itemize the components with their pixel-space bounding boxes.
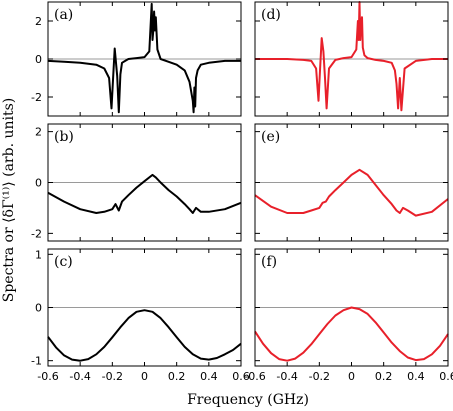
x-tick-label-c: 0 [141, 370, 148, 383]
x-tick-label-f: 0.4 [407, 370, 425, 383]
series-line-c-0 [47, 309, 242, 362]
y-tick-label-c: 1 [35, 248, 42, 261]
y-tick-label-b: 2 [35, 126, 42, 139]
series-line-d-0 [255, 1, 448, 112]
x-tick-label-c: 0.6 [232, 370, 250, 383]
x-tick-label-c: -0.6 [37, 370, 58, 383]
panel-label-c: (c) [54, 254, 73, 270]
y-tick-label-a: 2 [35, 15, 42, 28]
x-tick-label-f: 0 [348, 370, 355, 383]
series-line-e-0 [254, 168, 449, 217]
panel-label-e: (e) [261, 129, 280, 145]
y-axis-title: Spectra or ⟨δΓ⁽¹⁾⟩ (arb. units) [1, 98, 17, 303]
panel-label-b: (b) [54, 129, 74, 145]
series-line-a-0 [47, 2, 241, 114]
x-tick-label-f: 0.2 [375, 370, 393, 383]
y-tick-label-c: -1 [31, 355, 42, 368]
x-tick-label-c: 0.2 [168, 370, 186, 383]
x-tick-label-f: -0.6 [244, 370, 265, 383]
panel-label-f: (f) [261, 254, 277, 270]
y-tick-label-b: -2 [31, 227, 42, 240]
y-tick-label-b: 0 [35, 177, 42, 190]
x-tick-label-c: 0.4 [200, 370, 218, 383]
x-tick-label-c: -0.4 [69, 370, 90, 383]
y-tick-label-a: 0 [35, 53, 42, 66]
x-tick-label-c: -0.2 [102, 370, 123, 383]
series-line-b-0 [47, 173, 242, 214]
panels: 2 0 -2 (a) 2 0 -2 (b) 1 0 -1 -0.6 -0.4 -0.2 0 0.2 0.4 0.6… [31, 1, 453, 383]
y-tick-label-a: -2 [31, 91, 42, 104]
x-tick-label-f: -0.4 [276, 370, 297, 383]
series-line-f-0 [254, 306, 449, 362]
x-axis-title: Frequency (GHz) [187, 392, 309, 408]
y-tick-label-c: 0 [35, 302, 42, 315]
x-tick-label-f: -0.2 [309, 370, 330, 383]
panel-label-a: (a) [54, 7, 73, 23]
panel-label-d: (d) [261, 7, 281, 23]
x-tick-label-f: 0.6 [439, 370, 453, 383]
